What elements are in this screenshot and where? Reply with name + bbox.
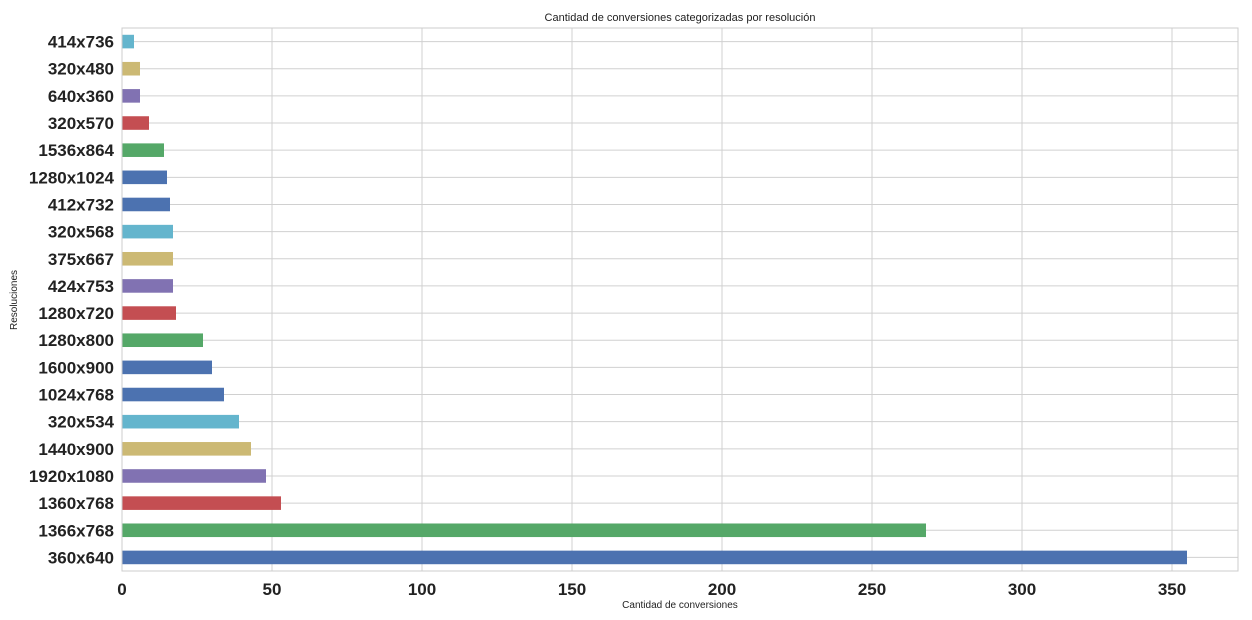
y-tick-label: 320x570 (48, 114, 114, 133)
y-tick-label: 320x480 (48, 60, 114, 79)
y-tick-label: 424x753 (48, 277, 114, 296)
y-tick-label: 1440x900 (38, 440, 114, 459)
y-tick-label: 640x360 (48, 87, 114, 106)
bar-1536x864 (122, 143, 164, 157)
bar-1024x768 (122, 387, 224, 402)
y-tick-label: 1600x900 (38, 358, 114, 377)
bar-320x480 (122, 61, 140, 76)
y-tick-label: 412x732 (48, 195, 114, 214)
bars (122, 34, 1187, 565)
x-tick-label: 250 (858, 580, 886, 599)
plot-frame (121, 27, 1239, 572)
x-tick-label: 300 (1008, 580, 1036, 599)
y-axis-title: Resoluciones (9, 270, 20, 330)
bar-1600x900 (122, 360, 212, 375)
y-tick-label: 1280x1024 (29, 168, 115, 187)
bar-640x360 (122, 89, 140, 103)
bar-1280x720 (122, 306, 176, 320)
y-tick-label: 1360x768 (38, 494, 114, 513)
bar-1280x800 (122, 333, 203, 348)
chart-title: Cantidad de conversiones categorizadas p… (545, 12, 816, 24)
bar-320x568 (122, 224, 173, 239)
bar-1280x1024 (122, 170, 167, 185)
x-tick-label: 100 (408, 580, 436, 599)
y-tick-labels: 360x640 1366x768 1360x768 1920x1080 1440x900… (29, 33, 115, 568)
x-axis-title: Cantidad de conversiones (622, 600, 738, 611)
bar-320x534 (122, 414, 239, 429)
bar-424x753 (122, 279, 173, 293)
y-tick-label: 1280x720 (38, 304, 114, 323)
y-tick-label: 414x736 (48, 33, 114, 52)
x-tick-label: 350 (1158, 580, 1186, 599)
y-tick-label: 1536x864 (38, 141, 114, 160)
bar-360x640 (122, 550, 1187, 565)
y-tick-label: 360x640 (48, 548, 114, 567)
bar-375x667 (122, 251, 173, 266)
y-tick-label: 320x534 (48, 413, 115, 432)
x-tick-label: 150 (558, 580, 586, 599)
y-tick-label: 320x568 (48, 223, 114, 242)
bar-412x732 (122, 197, 170, 212)
bar-1360x768 (122, 496, 281, 510)
y-tick-label: 1024x768 (38, 386, 114, 405)
bar-1440x900 (122, 442, 251, 456)
x-tick-label: 0 (117, 580, 126, 599)
bar-1920x1080 (122, 469, 266, 483)
bar-1366x768 (122, 523, 926, 538)
y-tick-label: 1280x800 (38, 331, 114, 350)
bar-414x736 (122, 34, 134, 49)
y-tick-label: 1920x1080 (29, 467, 114, 486)
y-tick-label: 1366x768 (38, 521, 114, 540)
grid (121, 28, 1238, 571)
x-tick-label: 200 (708, 580, 736, 599)
bar-320x570 (122, 116, 149, 130)
x-tick-labels: 0 50 100 150 200 250 300 350 (117, 580, 1186, 599)
y-tick-label: 375x667 (48, 250, 114, 269)
x-tick-label: 50 (263, 580, 282, 599)
